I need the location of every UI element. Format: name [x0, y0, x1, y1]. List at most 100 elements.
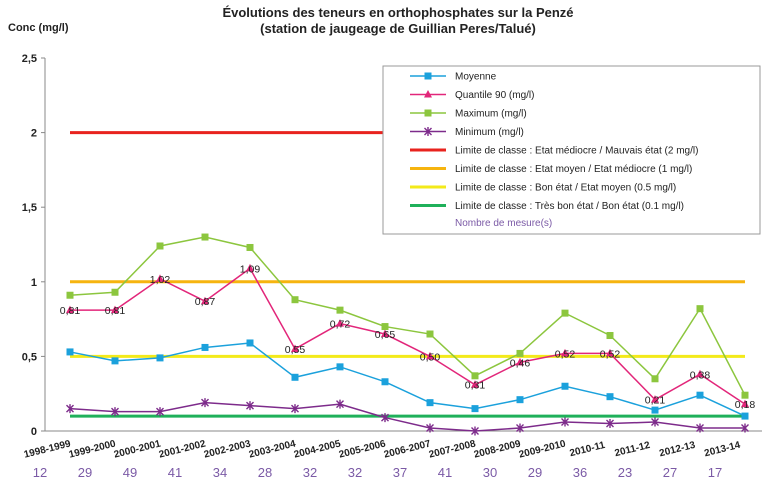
series-0-point: [606, 393, 614, 401]
x-category-label: 2003-2004: [248, 438, 297, 460]
x-category-label: 2011-12: [614, 440, 652, 460]
legend-label: Limite de classe : Etat médiocre / Mauva…: [455, 146, 698, 157]
y-ticks: 0 0,5 1 1,5 2 2,5: [22, 53, 45, 438]
series-2-point: [381, 323, 389, 331]
series-3-point: [471, 426, 479, 436]
x-category-label: 2013-14: [703, 440, 742, 460]
series-2-point: [426, 330, 434, 338]
series-2-point: [291, 296, 299, 304]
x-category-label: 2000-2001: [113, 438, 162, 460]
x-category-label: 2009-2010: [518, 438, 567, 460]
series-3-point: [336, 399, 344, 409]
measure-count: 23: [618, 465, 632, 480]
series-1-point: [516, 357, 524, 366]
series-3-point: [741, 423, 749, 433]
series-1-point: [156, 274, 164, 282]
series-3-point: [246, 401, 254, 411]
x-category-label: 2004-2005: [293, 438, 342, 460]
x-category-label: 2007-2008: [428, 438, 477, 460]
measure-counts: 12 29 49 41 34 28 32 32 37 41 30 29 36 23 27 17: [33, 465, 722, 480]
series-2-point: [606, 332, 614, 340]
series-1-point: [201, 296, 209, 305]
measure-count: 29: [78, 465, 92, 480]
series-2-point: [66, 291, 74, 299]
measure-count: 28: [258, 465, 272, 480]
x-category-labels: 1998-19991999-20002000-20012001-20022002…: [23, 438, 742, 460]
legend-label: Limite de classe : Très bon état / Bon é…: [455, 201, 684, 212]
series-1-point: [651, 395, 659, 403]
series-1-point: [381, 329, 389, 338]
series-3-point: [651, 417, 659, 427]
y-tick-label: 2,5: [22, 53, 37, 65]
measure-count: 27: [663, 465, 677, 480]
series-2-point: [696, 305, 704, 313]
y-tick-label: 1: [31, 277, 37, 289]
series-0-point: [696, 391, 704, 399]
quantile-data-label: 0,46: [510, 357, 531, 369]
y-tick-label: 0: [31, 426, 37, 438]
series-2-point: [246, 243, 254, 251]
quantile-data-label: 0,87: [195, 296, 216, 308]
series-3-point: [201, 398, 209, 408]
x-category-label: 2002-2003: [203, 438, 252, 460]
y-axis-label: Conc (mg/l): [8, 22, 69, 34]
legend-marker-1: [424, 90, 432, 98]
series-line-3: [69, 401, 745, 432]
series-line-1: [70, 267, 746, 405]
series-0-point: [381, 378, 389, 386]
quantile-data-label: 0,52: [600, 348, 621, 360]
measure-count: 36: [573, 465, 587, 480]
series-3-point: [696, 423, 704, 433]
quantile-data-label: 0,21: [645, 395, 666, 407]
x-category-label: 2005-2006: [338, 438, 387, 460]
series-3-point: [606, 419, 614, 429]
series-line-0: [69, 342, 746, 417]
series-0-point: [291, 373, 299, 381]
x-category-label: 2008-2009: [473, 438, 522, 460]
data-labels: 0,81 0,81 1,02 0,87 1,09 0,55 0,72 0,65 0,50 0,31…: [60, 263, 756, 411]
measure-count: 41: [438, 465, 452, 480]
series-2-point: [156, 242, 164, 250]
series-0-point: [336, 363, 344, 371]
legend-label: Limite de classe : Etat moyen / Etat méd…: [455, 164, 692, 175]
measure-count: 49: [123, 465, 137, 480]
legend-label: Minimum (mg/l): [455, 127, 524, 138]
series-0-point: [66, 348, 74, 356]
quantile-data-label: 0,38: [690, 369, 711, 381]
measure-count: 41: [168, 465, 182, 480]
plot-area: 0 0,5 1 1,5 2 2,5 0,81 0,81 1,02 0,87 1,09 0,55 0,7…: [22, 53, 762, 438]
series-3-point: [111, 407, 119, 417]
series-3-point: [381, 413, 389, 423]
legend: Moyenne Quantile 90 (mg/l) Maximum (mg/l) M…: [382, 65, 761, 235]
series-1-point: [111, 305, 119, 314]
series-2-point: [336, 306, 344, 314]
measure-count: 30: [483, 465, 497, 480]
x-category-label: 1998-1999: [23, 438, 72, 460]
legend-label: Quantile 90 (mg/l): [455, 90, 534, 101]
series-line-2: [69, 236, 746, 396]
x-category-label: 2001-2002: [158, 438, 207, 460]
legend-counts-label: Nombre de mesure(s): [455, 218, 552, 229]
quantile-data-label: 0,55: [285, 344, 306, 356]
series-2-point: [651, 375, 659, 383]
series-2-point: [516, 349, 524, 357]
legend-marker-3: [424, 127, 432, 136]
quantile-data-label: 0,31: [465, 380, 486, 392]
series-3-point: [426, 423, 434, 433]
series-3-point: [291, 404, 299, 414]
series-1-point: [696, 369, 704, 378]
legend-marker-2: [424, 109, 432, 117]
series-3-point: [516, 423, 524, 433]
legend-marker-0: [424, 72, 432, 80]
series-0-point: [651, 406, 659, 414]
quantile-data-label: 1,09: [240, 263, 261, 275]
quantile-data-label: 1,02: [150, 274, 171, 286]
legend-label: Maximum (mg/l): [455, 109, 527, 120]
series-0-point: [561, 382, 569, 390]
series-1-point: [741, 399, 749, 408]
x-category-label: 2006-2007: [383, 438, 432, 460]
quantile-data-label: 0,72: [330, 319, 351, 331]
measure-count: 34: [213, 465, 227, 480]
series-0-point: [741, 412, 749, 420]
